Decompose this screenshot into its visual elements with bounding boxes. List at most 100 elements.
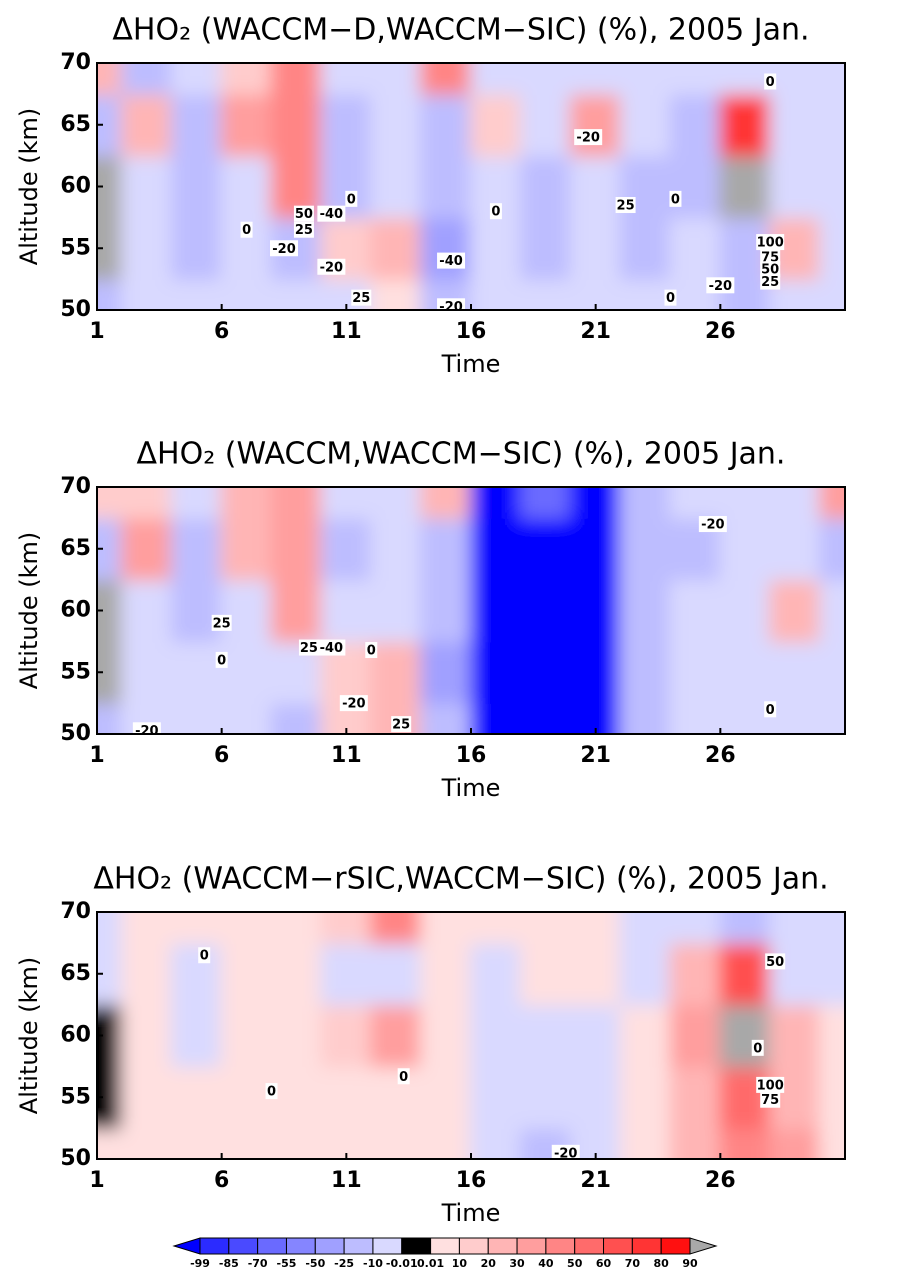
field-cell — [370, 941, 423, 1006]
contour-label: 75 — [761, 1093, 779, 1108]
contour-label-bg — [437, 252, 466, 269]
field-cell — [819, 1065, 845, 1130]
field-cell — [270, 92, 323, 157]
field-cell — [519, 487, 572, 519]
contour-label: 25 — [761, 275, 779, 290]
field-cell — [819, 216, 845, 281]
field-cell — [420, 63, 472, 95]
contour-label-bg — [489, 203, 502, 220]
contour-label-bg — [764, 73, 777, 90]
contour-label-bg — [397, 1068, 410, 1085]
colorbar-label: -70 — [248, 1257, 268, 1270]
field-cell — [420, 912, 472, 944]
field-cell — [320, 912, 373, 944]
field-cell — [569, 912, 622, 944]
contour-label: 0 — [217, 653, 226, 668]
contour-label-bg — [698, 516, 727, 533]
field-cell — [619, 640, 672, 705]
contour-label: -20 — [701, 518, 725, 533]
contour-label-bg — [551, 1144, 580, 1159]
field-cell — [220, 1003, 273, 1068]
field-cell — [569, 516, 622, 581]
contour-label: 0 — [200, 949, 209, 964]
contour-label: 0 — [671, 192, 680, 207]
field-cell — [769, 912, 822, 944]
field-cell — [719, 487, 772, 519]
x-tick-label: 6 — [214, 1168, 229, 1193]
field-cell — [120, 487, 173, 519]
panel-title: ΔHO₂ (WACCM−rSIC,WACCM−SIC) (%), 2005 Ja… — [93, 862, 828, 897]
colorbar-box — [430, 1237, 460, 1255]
contour-label: 0 — [367, 644, 376, 659]
y-tick-label: 60 — [60, 598, 91, 623]
field-cell — [220, 63, 273, 95]
field-cell — [669, 154, 722, 219]
x-tick-label: 6 — [214, 743, 229, 768]
field-cell — [669, 702, 722, 734]
contour-label: 0 — [399, 1070, 408, 1085]
field-cell — [819, 912, 845, 944]
field-cell — [170, 154, 223, 219]
field-cell — [470, 216, 522, 281]
field-cell — [270, 516, 323, 581]
contour-label: 25 — [213, 616, 231, 631]
colorbar-box — [516, 1237, 547, 1255]
field-cell — [320, 516, 373, 581]
field-cell — [569, 92, 622, 157]
x-tick-label: 21 — [580, 319, 611, 344]
panel-title: ΔHO₂ (WACCM−D,WACCM−SIC) (%), 2005 Jan. — [112, 13, 809, 48]
field-cell — [719, 63, 772, 95]
field-cell — [619, 912, 672, 944]
y-axis-label: Altitude (km) — [15, 532, 43, 689]
field-cell — [669, 216, 722, 281]
colorbar-box — [257, 1237, 287, 1255]
field-cell — [320, 1065, 373, 1130]
field-cell — [270, 912, 323, 944]
field-cell — [470, 63, 522, 95]
field-cell — [97, 1127, 123, 1159]
field-cell — [519, 63, 572, 95]
contour-label: 0 — [347, 192, 356, 207]
field-cell — [270, 63, 323, 95]
field-cell — [519, 578, 572, 643]
contour-label-bg — [764, 701, 777, 718]
field-cell — [569, 63, 622, 95]
field-cell — [220, 578, 273, 643]
field-cell — [470, 278, 522, 310]
field-cell — [519, 1065, 572, 1130]
field-cell — [819, 487, 845, 519]
field-cell — [669, 912, 722, 944]
field-cell — [220, 516, 273, 581]
field-cell — [370, 578, 423, 643]
field-cell — [270, 578, 323, 643]
field-cell — [270, 1003, 323, 1068]
field-cell — [819, 941, 845, 1006]
field-cell — [420, 216, 472, 281]
contour-label: 25 — [352, 291, 370, 306]
contour-label: 0 — [267, 1085, 276, 1100]
field-cell — [220, 92, 273, 157]
x-tick-label: 1 — [89, 743, 104, 768]
y-tick-label: 70 — [60, 50, 91, 75]
field-cell — [769, 92, 822, 157]
x-tick-label: 26 — [705, 743, 736, 768]
field-cell — [819, 702, 845, 734]
field-cell — [170, 578, 223, 643]
field-cell — [270, 278, 323, 310]
field-cell — [719, 1127, 772, 1159]
field-cell — [769, 578, 822, 643]
colorbar-high — [689, 1237, 718, 1255]
field-cell — [819, 640, 845, 705]
field-cell — [669, 1065, 722, 1130]
field-cell — [170, 63, 223, 95]
contour-label: -20 — [320, 260, 344, 275]
field-cell — [370, 516, 423, 581]
contour-label: -20 — [135, 724, 159, 739]
field-cell — [769, 63, 822, 95]
colorbar-label: 80 — [654, 1257, 670, 1270]
field-cell — [170, 487, 223, 519]
field-cell — [370, 92, 423, 157]
contour-label: -20 — [272, 242, 296, 257]
colorbar-label: -0.01 — [386, 1257, 418, 1270]
